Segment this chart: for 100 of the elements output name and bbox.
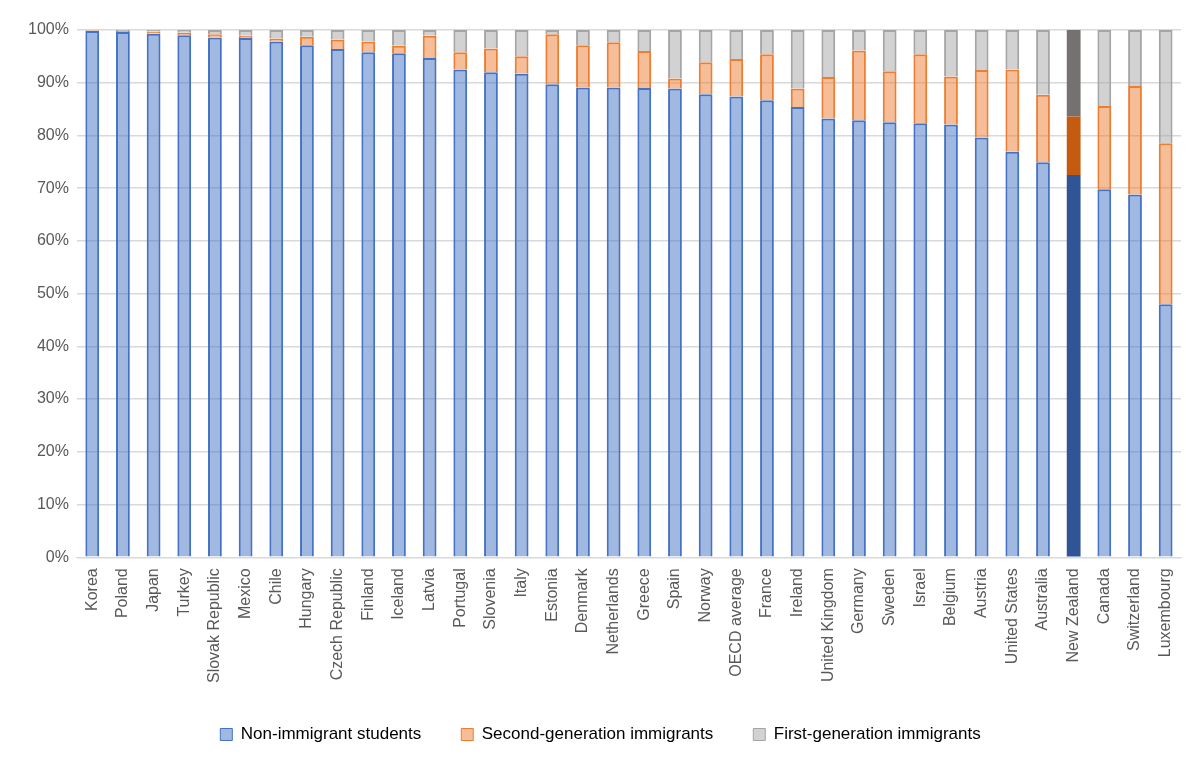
bar — [576, 87, 590, 557]
x-tick-label: Slovak Republic — [205, 568, 223, 684]
bar — [1097, 189, 1112, 557]
x-tick-label: Israel — [910, 568, 928, 608]
x-tick-label: Austria — [972, 568, 990, 619]
y-tick-label: 40% — [36, 336, 69, 354]
bar — [146, 33, 161, 557]
x-tick-label: Iceland — [389, 568, 407, 620]
x-tick-label: Canada — [1094, 568, 1112, 625]
x-tick-label: Turkey — [174, 568, 192, 617]
x-tick-label: Greece — [634, 568, 652, 621]
bar — [514, 73, 529, 557]
x-tick-label: Estonia — [542, 568, 560, 622]
bar — [668, 88, 682, 557]
bar — [177, 35, 192, 557]
bar — [606, 87, 621, 557]
bar — [392, 53, 406, 557]
bar — [944, 124, 958, 557]
bar — [698, 62, 713, 95]
bar — [453, 30, 468, 53]
bar — [790, 30, 805, 89]
bar — [729, 96, 744, 557]
bar — [913, 123, 928, 557]
x-tick-label: France — [757, 568, 775, 619]
bar — [453, 69, 468, 557]
x-tick-label: Germany — [849, 568, 867, 635]
y-tick-label: 50% — [36, 284, 69, 302]
bar — [1066, 116, 1081, 175]
x-tick-label: Slovenia — [481, 568, 499, 630]
legend-label: Second-generation immigrants — [481, 724, 714, 744]
bar — [208, 37, 222, 557]
bar — [300, 45, 314, 557]
x-tick-label: New Zealand — [1064, 568, 1082, 663]
x-tick-label: Norway — [696, 568, 714, 623]
bar — [882, 71, 897, 123]
bar — [576, 45, 590, 88]
bar — [790, 106, 805, 557]
x-tick-label: Netherlands — [604, 568, 622, 655]
bar — [852, 50, 866, 121]
bar — [1066, 30, 1081, 117]
bar — [1128, 30, 1142, 86]
bar — [238, 37, 253, 557]
bar — [1036, 94, 1050, 163]
bar — [606, 42, 621, 88]
legend-label: First-generation immigrants — [773, 724, 981, 744]
bar — [1005, 30, 1020, 70]
bar — [974, 137, 989, 557]
y-tick-label: 100% — [28, 20, 69, 38]
y-tick-label: 10% — [36, 494, 69, 512]
bar — [760, 30, 774, 55]
bar — [821, 30, 836, 77]
y-tick-label: 20% — [36, 442, 69, 460]
y-tick-label: 60% — [36, 231, 69, 249]
bar — [882, 122, 897, 557]
y-tick-label: 70% — [36, 178, 69, 196]
bar — [668, 30, 682, 79]
bar — [545, 30, 560, 35]
x-tick-label: Belgium — [941, 568, 959, 627]
bar — [821, 118, 836, 557]
bar — [269, 41, 284, 557]
bar — [85, 31, 100, 557]
bar — [974, 70, 989, 138]
bar — [1128, 85, 1142, 195]
x-tick-label: Luxembourg — [1156, 568, 1174, 658]
bar — [545, 34, 560, 85]
x-tick-label: Ireland — [788, 568, 806, 618]
x-tick-label: Denmark — [573, 567, 591, 634]
bar — [1128, 194, 1142, 557]
bar — [484, 72, 498, 557]
x-tick-label: Portugal — [450, 568, 468, 628]
bar — [882, 30, 897, 72]
bar — [944, 30, 958, 77]
x-tick-label: Hungary — [297, 568, 315, 629]
bar — [637, 51, 652, 88]
x-tick-label: Korea — [82, 568, 100, 611]
bar — [1158, 304, 1173, 557]
x-tick-label: Poland — [113, 568, 131, 619]
bar — [913, 30, 928, 55]
x-tick-label: Spain — [665, 568, 683, 610]
bar — [1005, 151, 1020, 557]
x-tick-label: Finland — [358, 568, 376, 621]
bar — [1097, 105, 1112, 190]
bar — [361, 52, 376, 557]
x-tick-label: Chile — [266, 568, 284, 605]
legend-label: Non-immigrant students — [240, 724, 422, 744]
bar — [1036, 162, 1050, 557]
bar — [944, 76, 958, 125]
bar — [422, 57, 437, 557]
x-tick-label: Sweden — [880, 568, 898, 627]
bar — [729, 59, 744, 97]
bar — [514, 30, 529, 57]
y-tick-label: 0% — [45, 547, 69, 565]
x-tick-label: Czech Republic — [328, 568, 346, 681]
x-tick-label: United States — [1002, 568, 1020, 665]
x-tick-label: United Kingdom — [818, 568, 836, 683]
x-tick-label: Mexico — [236, 568, 254, 619]
x-tick-label: Switzerland — [1125, 568, 1143, 651]
bar — [760, 100, 774, 557]
bar — [422, 35, 437, 58]
x-tick-label: Italy — [512, 568, 530, 598]
